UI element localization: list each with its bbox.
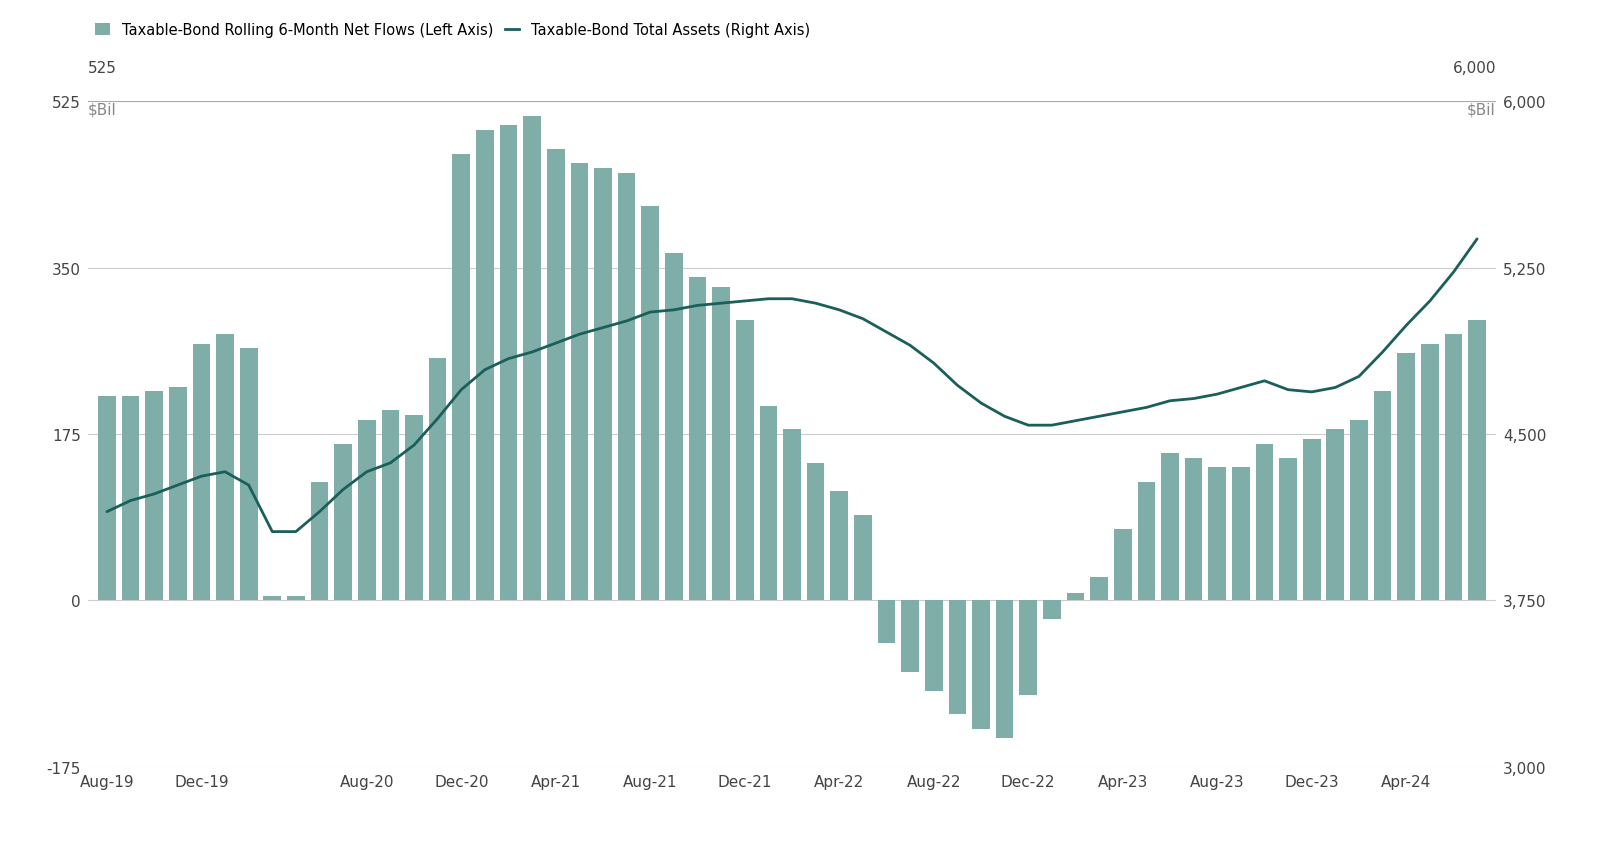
Bar	[334, 444, 352, 601]
Bar	[1067, 593, 1085, 601]
Bar	[192, 344, 210, 601]
Bar	[1350, 420, 1368, 601]
Bar	[1162, 453, 1179, 601]
Bar	[995, 601, 1013, 739]
Bar	[358, 420, 376, 601]
Bar	[477, 130, 494, 601]
Bar	[1090, 577, 1107, 601]
Bar	[571, 164, 589, 601]
Bar	[429, 359, 446, 601]
Bar	[499, 126, 517, 601]
Bar	[1138, 482, 1155, 601]
Bar	[830, 492, 848, 601]
Bar	[547, 150, 565, 601]
Bar	[1302, 440, 1320, 601]
Bar	[453, 154, 470, 601]
Bar	[310, 482, 328, 601]
Bar	[1397, 354, 1414, 601]
Bar	[1043, 601, 1061, 619]
Bar	[973, 601, 990, 728]
Bar	[405, 416, 422, 601]
Bar	[760, 406, 778, 601]
Bar	[146, 392, 163, 601]
Bar	[782, 429, 802, 601]
Bar	[170, 387, 187, 601]
Bar	[1469, 320, 1486, 601]
Bar	[1232, 468, 1250, 601]
Bar	[1256, 444, 1274, 601]
Bar	[286, 596, 304, 601]
Bar	[736, 320, 754, 601]
Bar	[216, 335, 234, 601]
Bar	[1445, 335, 1462, 601]
Bar	[618, 174, 635, 601]
Bar	[98, 396, 115, 601]
Text: 525: 525	[88, 60, 117, 76]
Bar	[240, 349, 258, 601]
Bar	[264, 596, 282, 601]
Bar	[642, 207, 659, 601]
Text: $Bil: $Bil	[88, 102, 117, 118]
Bar	[1280, 458, 1298, 601]
Bar	[688, 278, 706, 601]
Legend: Taxable-Bond Rolling 6-Month Net Flows (Left Axis), Taxable-Bond Total Assets (R: Taxable-Bond Rolling 6-Month Net Flows (…	[96, 23, 810, 38]
Bar	[854, 515, 872, 601]
Bar	[925, 601, 942, 691]
Bar	[878, 601, 896, 643]
Bar	[381, 411, 400, 601]
Bar	[949, 601, 966, 715]
Bar	[523, 117, 541, 601]
Bar	[122, 396, 139, 601]
Bar	[1421, 344, 1438, 601]
Text: $Bil: $Bil	[1467, 102, 1496, 118]
Bar	[1208, 468, 1226, 601]
Bar	[1326, 429, 1344, 601]
Bar	[1019, 601, 1037, 695]
Bar	[594, 169, 611, 601]
Bar	[712, 287, 730, 601]
Bar	[806, 463, 824, 601]
Bar	[901, 601, 918, 672]
Bar	[1114, 529, 1131, 601]
Bar	[1184, 458, 1203, 601]
Text: 6,000: 6,000	[1453, 60, 1496, 76]
Bar	[666, 254, 683, 601]
Bar	[1374, 392, 1392, 601]
